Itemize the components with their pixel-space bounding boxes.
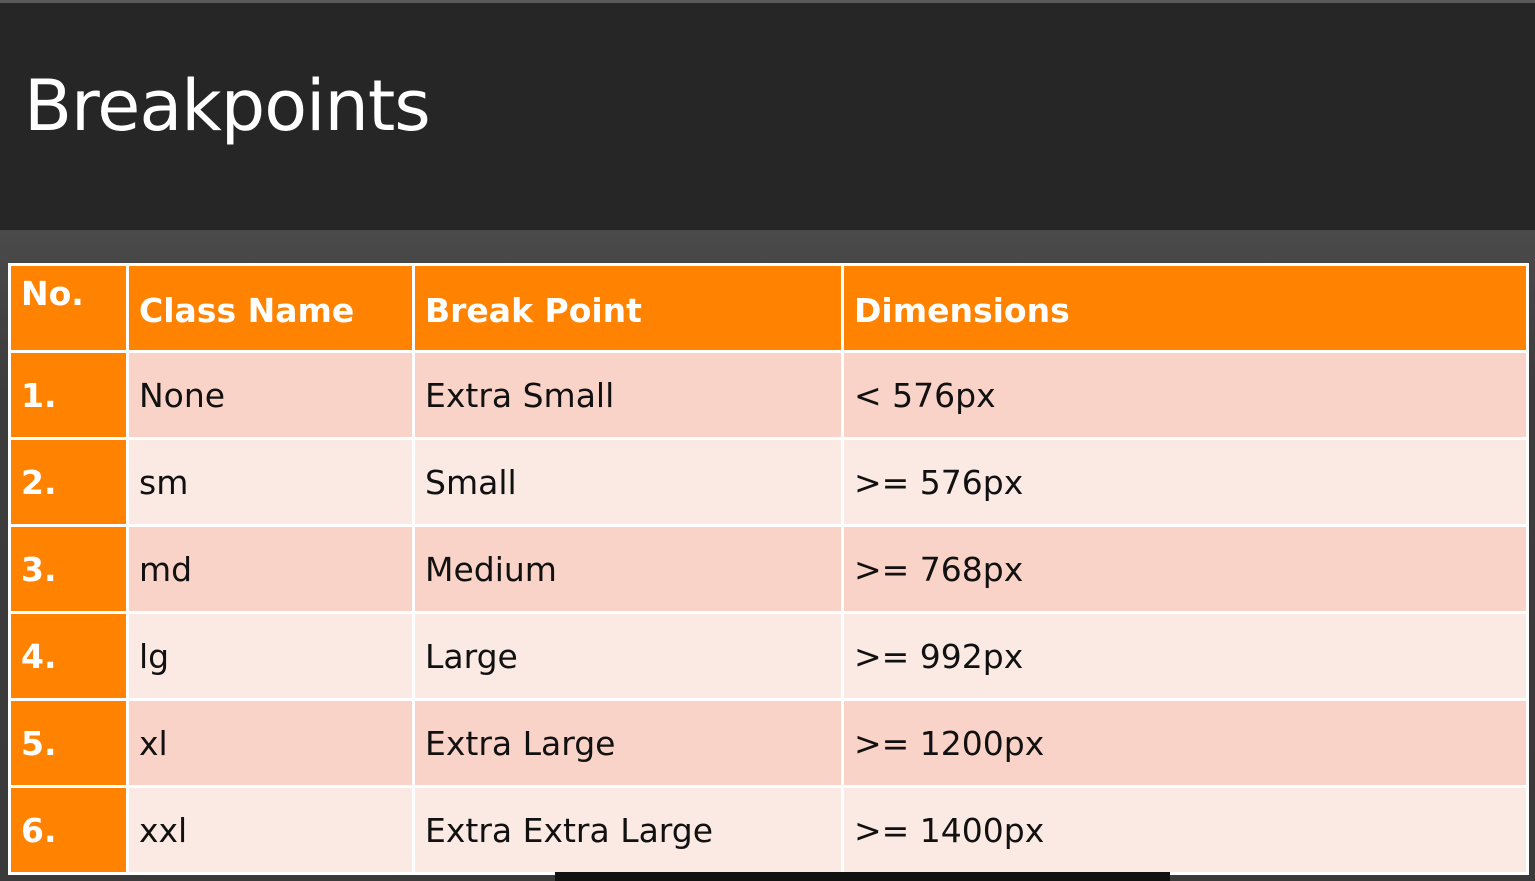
- row-number: 2.: [8, 437, 129, 527]
- header-dimensions: Dimensions: [841, 263, 1529, 353]
- slide-title: Breakpoints: [24, 65, 431, 147]
- dimensions-cell: >= 1400px: [841, 785, 1529, 875]
- table-row: 6. xxl Extra Extra Large >= 1400px: [8, 785, 1529, 875]
- table-row: 2. sm Small >= 576px: [8, 437, 1529, 527]
- break-point-cell: Small: [412, 437, 844, 527]
- row-number: 4.: [8, 611, 129, 701]
- row-number: 5.: [8, 698, 129, 788]
- title-bar: Breakpoints: [0, 3, 1535, 230]
- table-row: 1. None Extra Small < 576px: [8, 350, 1529, 440]
- header-class-name: Class Name: [126, 263, 415, 353]
- class-name-cell: sm: [126, 437, 415, 527]
- top-strip: [0, 0, 1535, 3]
- dimensions-cell: < 576px: [841, 350, 1529, 440]
- table-header: No. Class Name Break Point Dimensions: [8, 263, 1529, 353]
- dimensions-cell: >= 1200px: [841, 698, 1529, 788]
- class-name-cell: lg: [126, 611, 415, 701]
- break-point-cell: Medium: [412, 524, 844, 614]
- table-row: 4. lg Large >= 992px: [8, 611, 1529, 701]
- break-point-cell: Large: [412, 611, 844, 701]
- table-row: 3. md Medium >= 768px: [8, 524, 1529, 614]
- breakpoints-table: No. Class Name Break Point Dimensions 1.…: [8, 263, 1529, 875]
- dimensions-cell: >= 576px: [841, 437, 1529, 527]
- class-name-cell: md: [126, 524, 415, 614]
- row-number: 1.: [8, 350, 129, 440]
- header-row: No. Class Name Break Point Dimensions: [8, 263, 1529, 353]
- header-no: No.: [8, 263, 129, 353]
- row-number: 6.: [8, 785, 129, 875]
- class-name-cell: xl: [126, 698, 415, 788]
- dimensions-cell: >= 992px: [841, 611, 1529, 701]
- class-name-cell: xxl: [126, 785, 415, 875]
- class-name-cell: None: [126, 350, 415, 440]
- table-body: 1. None Extra Small < 576px 2. sm Small …: [8, 350, 1529, 875]
- dimensions-cell: >= 768px: [841, 524, 1529, 614]
- header-break-point: Break Point: [412, 263, 844, 353]
- break-point-cell: Extra Large: [412, 698, 844, 788]
- break-point-cell: Extra Small: [412, 350, 844, 440]
- break-point-cell: Extra Extra Large: [412, 785, 844, 875]
- bottom-bar: [555, 872, 1170, 881]
- row-number: 3.: [8, 524, 129, 614]
- table-row: 5. xl Extra Large >= 1200px: [8, 698, 1529, 788]
